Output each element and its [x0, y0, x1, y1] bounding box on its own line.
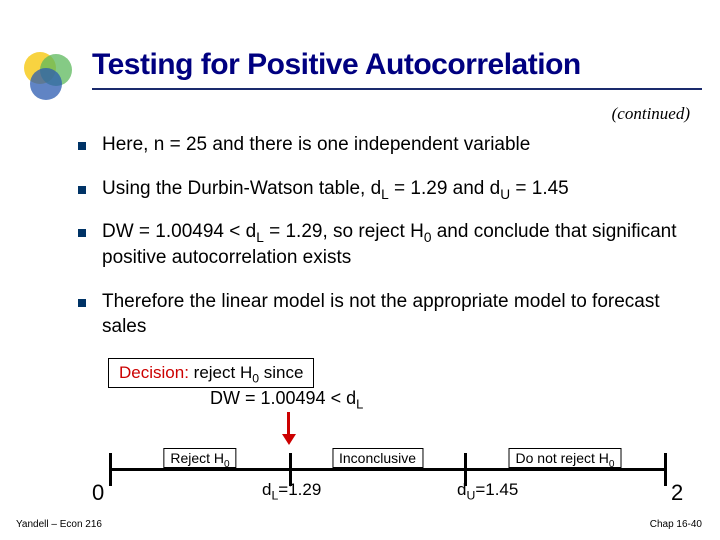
- bullet-square-icon: [78, 299, 86, 307]
- bullet-item: DW = 1.00494 < dL = 1.29, so reject H0 a…: [78, 219, 692, 270]
- bullet-item: Here, n = 25 and there is one independen…: [78, 132, 692, 158]
- decision-line2: DW = 1.00494 < dL: [210, 388, 363, 409]
- bullet-item: Using the Durbin-Watson table, dL = 1.29…: [78, 176, 692, 202]
- continued-label: (continued): [612, 104, 690, 124]
- numline-left-end: 0: [92, 480, 104, 506]
- decision-text: reject H0 since: [194, 363, 304, 382]
- bullet-text: Therefore the linear model is not the ap…: [102, 289, 692, 340]
- footer-right: Chap 16-40: [650, 519, 702, 530]
- title-underline: [92, 88, 702, 90]
- bullet-text: Here, n = 25 and there is one independen…: [102, 132, 530, 158]
- region-label: Inconclusive: [332, 448, 423, 468]
- dU-label: dU=1.45: [457, 480, 518, 500]
- numline-tick: [109, 453, 112, 486]
- bullet-square-icon: [78, 186, 86, 194]
- decision-box: Decision: reject H0 since: [108, 358, 314, 388]
- region-label: Do not reject H0: [509, 448, 622, 468]
- logo-venn: [18, 48, 76, 106]
- numline-tick: [664, 453, 667, 486]
- title-block: Testing for Positive Autocorrelation: [92, 48, 700, 90]
- bullet-square-icon: [78, 229, 86, 237]
- bullet-text: Using the Durbin-Watson table, dL = 1.29…: [102, 176, 569, 202]
- numline-right-end: 2: [671, 480, 683, 506]
- decision-label: Decision:: [119, 363, 189, 382]
- region-label: Reject H0: [163, 448, 236, 468]
- arrow-down-icon: [287, 412, 296, 445]
- dL-label: dL=1.29: [262, 480, 321, 500]
- page-title: Testing for Positive Autocorrelation: [92, 48, 700, 82]
- bullet-text: DW = 1.00494 < dL = 1.29, so reject H0 a…: [102, 219, 692, 270]
- numline-axis: [110, 468, 665, 471]
- bullet-item: Therefore the linear model is not the ap…: [78, 289, 692, 340]
- bullet-list: Here, n = 25 and there is one independen…: [78, 132, 692, 358]
- bullet-square-icon: [78, 142, 86, 150]
- footer-left: Yandell – Econ 216: [16, 519, 102, 530]
